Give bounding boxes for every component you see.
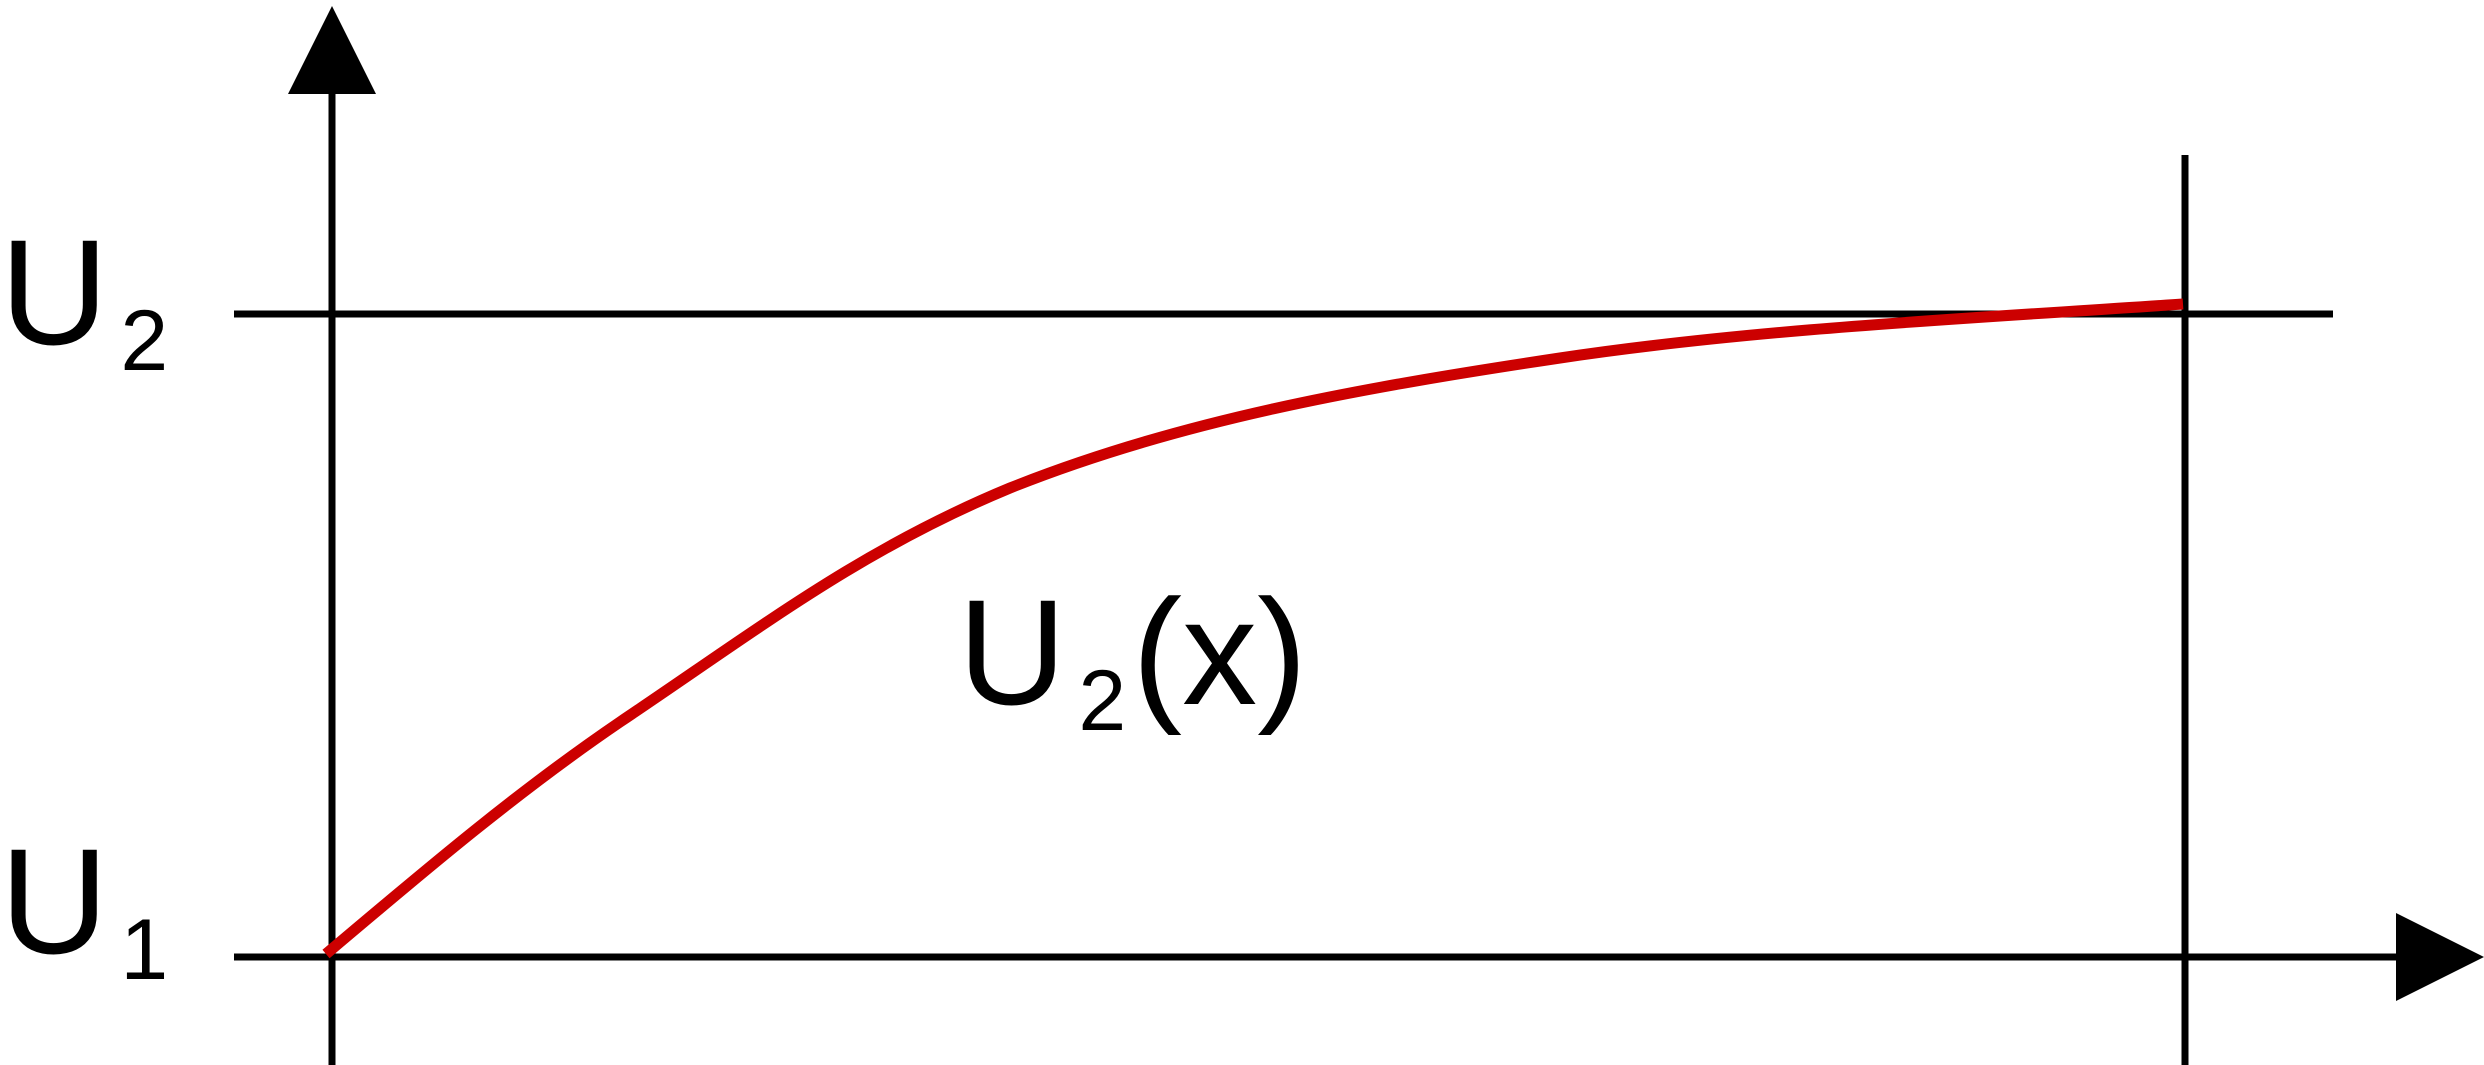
curve-label-argument: (x)	[1132, 568, 1307, 736]
u2-level-subscript: 2	[120, 293, 168, 389]
curve-label: U 2(x)	[958, 568, 1307, 749]
u1-level-subscript: 1	[120, 902, 168, 998]
curve-label-subscript: 2	[1078, 653, 1126, 749]
arrow-up-icon	[288, 6, 376, 94]
u2-curve	[322, 298, 2184, 959]
arrow-right-icon	[2396, 913, 2484, 1001]
